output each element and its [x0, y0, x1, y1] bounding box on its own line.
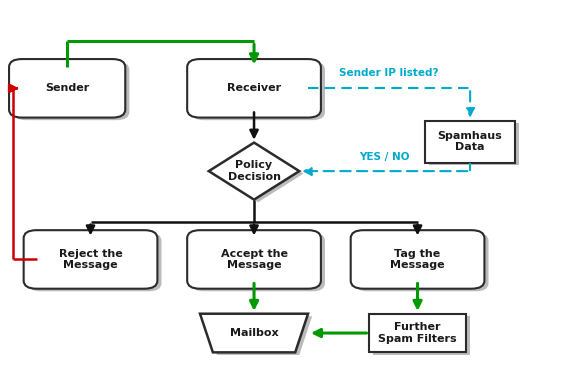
FancyBboxPatch shape	[187, 230, 321, 289]
FancyBboxPatch shape	[187, 59, 321, 118]
FancyBboxPatch shape	[9, 59, 126, 118]
FancyBboxPatch shape	[354, 233, 488, 291]
Text: Policy
Decision: Policy Decision	[228, 160, 280, 182]
FancyBboxPatch shape	[192, 61, 325, 120]
FancyBboxPatch shape	[28, 233, 161, 291]
FancyBboxPatch shape	[350, 230, 484, 289]
Text: Sender: Sender	[45, 83, 89, 93]
Text: Receiver: Receiver	[227, 83, 281, 93]
Text: Accept the
Message: Accept the Message	[221, 249, 287, 270]
Polygon shape	[200, 314, 308, 353]
Text: Sender IP listed?: Sender IP listed?	[339, 68, 439, 78]
FancyBboxPatch shape	[425, 121, 515, 163]
Polygon shape	[204, 316, 312, 355]
Text: Further
Spam Filters: Further Spam Filters	[378, 322, 457, 344]
Polygon shape	[209, 142, 299, 199]
FancyBboxPatch shape	[13, 61, 130, 120]
Text: Spamhaus
Data: Spamhaus Data	[438, 131, 502, 152]
Text: Tag the
Message: Tag the Message	[390, 249, 445, 270]
Text: YES / NO: YES / NO	[360, 152, 410, 162]
Text: Reject the
Message: Reject the Message	[58, 249, 123, 270]
Polygon shape	[213, 145, 304, 202]
FancyBboxPatch shape	[373, 316, 470, 355]
Text: Mailbox: Mailbox	[230, 328, 279, 338]
FancyBboxPatch shape	[192, 233, 325, 291]
FancyBboxPatch shape	[369, 314, 466, 353]
FancyBboxPatch shape	[429, 123, 520, 166]
FancyBboxPatch shape	[23, 230, 157, 289]
